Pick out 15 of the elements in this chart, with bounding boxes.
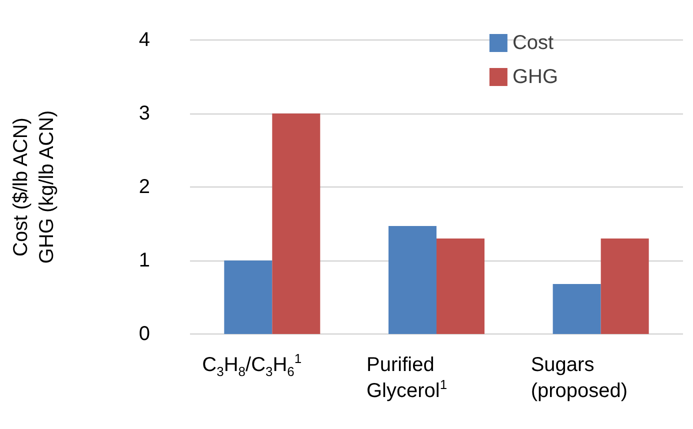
y-tick-label: 4 <box>138 29 150 51</box>
bar <box>224 260 272 334</box>
y-tick-label: 2 <box>138 176 150 198</box>
y-tick-label: 3 <box>138 102 150 124</box>
bar <box>552 284 601 334</box>
bar <box>436 238 484 334</box>
y-tick-label: 1 <box>138 250 150 272</box>
legend-label: GHG <box>512 66 558 88</box>
y-tick-label: 0 <box>138 323 150 345</box>
bar <box>600 238 649 334</box>
legend-label: Cost <box>512 32 554 54</box>
bar <box>272 114 320 334</box>
bar <box>388 226 436 334</box>
x-tick-label: Sugars (proposed) <box>530 354 628 402</box>
y-axis-title: Cost ($/lb ACN) GHG (kg/lb ACN) <box>10 110 58 264</box>
